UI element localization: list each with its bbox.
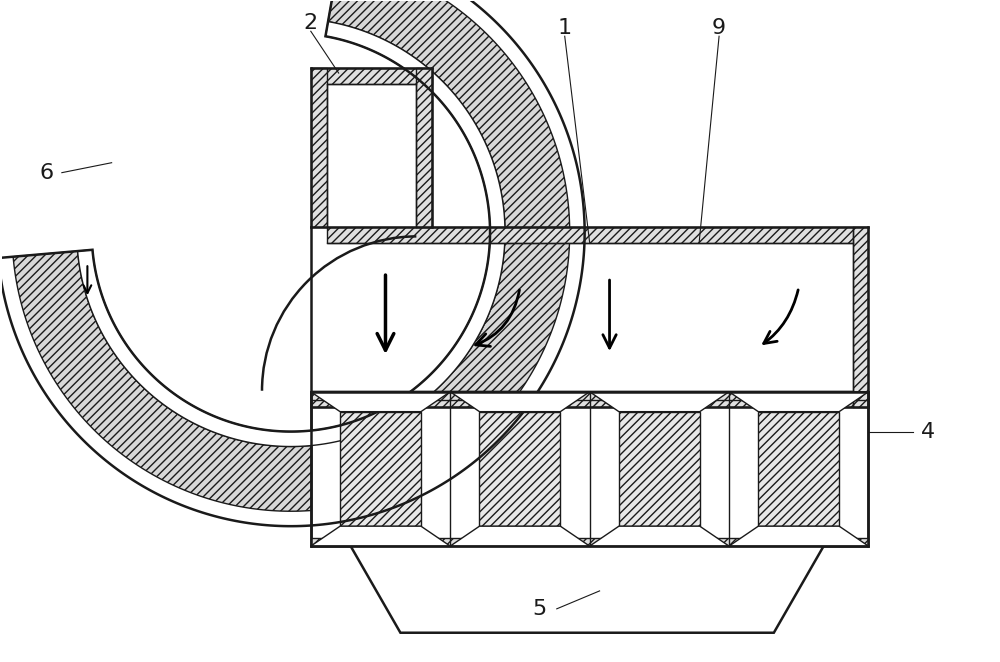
Polygon shape: [311, 392, 450, 412]
Polygon shape: [13, 0, 570, 511]
Polygon shape: [78, 22, 505, 446]
Bar: [311, 391, 868, 406]
Polygon shape: [351, 546, 824, 633]
Polygon shape: [729, 526, 868, 546]
Bar: [340, 412, 421, 526]
Bar: [758, 412, 839, 526]
Text: 4: 4: [921, 422, 935, 442]
Polygon shape: [590, 392, 729, 412]
Text: 5: 5: [533, 599, 547, 619]
Bar: [479, 412, 560, 526]
Polygon shape: [450, 526, 590, 546]
Bar: [311, 392, 868, 546]
Bar: [311, 228, 868, 406]
Polygon shape: [590, 526, 729, 546]
Bar: [327, 228, 868, 244]
Bar: [311, 68, 432, 228]
Text: 6: 6: [40, 163, 54, 183]
Polygon shape: [311, 526, 450, 546]
Bar: [416, 68, 432, 228]
Text: 1: 1: [558, 19, 572, 38]
Bar: [619, 412, 700, 526]
Bar: [853, 228, 868, 406]
Bar: [311, 68, 327, 228]
Polygon shape: [450, 392, 590, 412]
Bar: [311, 392, 868, 400]
Bar: [311, 68, 432, 84]
Bar: [311, 538, 868, 546]
Polygon shape: [729, 392, 868, 412]
Text: 9: 9: [712, 19, 726, 38]
Text: 2: 2: [304, 13, 318, 33]
